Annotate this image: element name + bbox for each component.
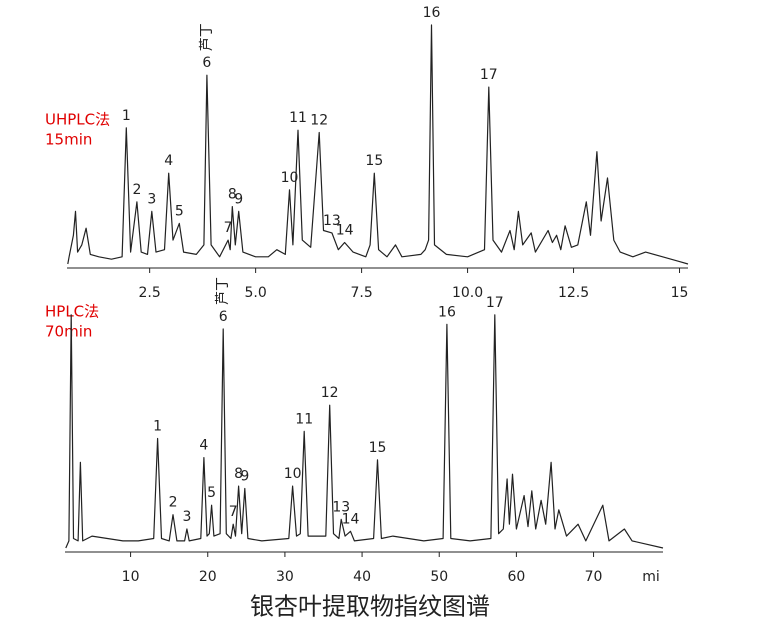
peak-label: 14 [336,222,354,238]
peak-label: 14 [342,511,360,527]
x-tick-label: 7.5 [350,285,372,301]
peak-label: 15 [365,153,383,169]
peak-label: 8 [234,466,243,482]
x-tick-label: 10.0 [452,285,483,301]
peak-label: 6 [202,55,211,71]
peak-label: 4 [164,153,173,169]
x-tick-label: 70 [585,569,603,585]
peak-label: 13 [332,499,350,515]
peak-label: 9 [234,191,243,207]
chromatogram-trace [67,24,689,265]
peak-label: 15 [369,440,387,456]
x-tick-label: 60 [507,569,525,585]
peak-label: 16 [423,5,441,21]
peak-label: 7 [224,220,233,236]
method-time: 70min [45,323,92,341]
peak-label: 1 [153,419,162,435]
chromatogram-trace [65,314,664,549]
peak-label: 2 [169,495,178,511]
peak-label: 3 [182,509,191,525]
peak-label: 17 [486,295,504,311]
peak-label: 6 [219,309,228,325]
x-tick-label: 50 [430,569,448,585]
x-tick-label: 2.5 [139,285,161,301]
peak-label: 1 [122,108,131,124]
peak-label: 8 [228,187,237,203]
x-tick-label: 5.0 [244,285,266,301]
x-tick-label: 12.5 [558,285,589,301]
compound-label: 芦丁 [215,277,231,305]
peak-label: 10 [281,170,299,186]
compound-label: 芦丁 [199,23,215,51]
peak-label: 3 [147,191,156,207]
peak-label: 11 [295,411,313,427]
caption: 银杏叶提取物指纹图谱 [250,593,490,621]
peak-label: 9 [240,469,249,485]
x-axis-label: mi [642,569,660,585]
peak-label: 5 [175,203,184,219]
peak-label: 13 [323,213,341,229]
peak-label: 5 [207,485,216,501]
peak-label: 7 [229,504,238,520]
method-label: UHPLC法 [45,111,110,129]
peak-label: 16 [438,304,456,320]
x-tick-label: 15 [671,285,689,301]
peak-label: 4 [199,438,208,454]
peak-label: 12 [321,385,339,401]
peak-label: 11 [289,110,307,126]
x-tick-label: 10 [122,569,140,585]
peak-label: 2 [132,182,141,198]
peak-label: 12 [310,113,328,129]
x-tick-label: 30 [276,569,294,585]
x-tick-label: 20 [199,569,217,585]
peak-label: 10 [284,466,302,482]
peak-label: 17 [480,67,498,83]
method-label: HPLC法 [45,303,99,321]
method-time: 15min [45,131,92,149]
x-tick-label: 40 [353,569,371,585]
